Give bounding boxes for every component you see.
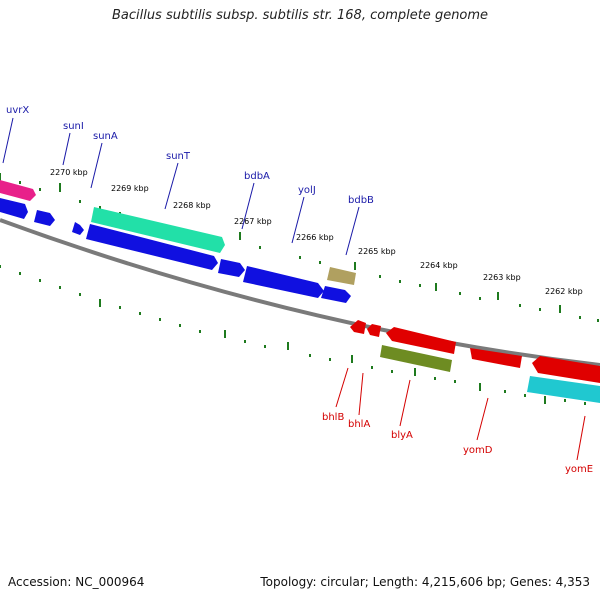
gene-red-5[interactable]: [532, 356, 600, 383]
gene-label-bhlA: bhlA: [348, 419, 370, 430]
genome-stats: Topology: circular; Length: 4,215,606 bp…: [260, 575, 590, 589]
scale-label: 2263 kbp: [483, 273, 521, 282]
gene-blue-2[interactable]: [34, 210, 55, 226]
gene-blue-5[interactable]: [218, 259, 245, 277]
tick-row-lower: [0, 265, 586, 405]
gene-blue-1[interactable]: [0, 198, 28, 219]
genome-backbone: [0, 218, 600, 367]
gene-label-bhlB: bhlB: [322, 412, 344, 423]
gene-label-blyA: blyA: [391, 430, 413, 441]
gene-red-4[interactable]: [470, 348, 522, 368]
gene-red-1[interactable]: [350, 320, 366, 334]
gene-uvrX[interactable]: [0, 180, 36, 201]
gene-blue-4[interactable]: [86, 224, 218, 270]
scale-label: 2262 kbp: [545, 287, 583, 296]
scale-label: 2268 kbp: [173, 201, 211, 210]
gene-olive[interactable]: [380, 345, 452, 372]
gene-label-bdbB: bdbB: [348, 195, 374, 206]
gene-label-sunA: sunA: [93, 131, 118, 142]
scale-label: 2265 kbp: [358, 247, 396, 256]
page-title: Bacillus subtilis subsp. subtilis str. 1…: [111, 8, 489, 23]
scale-label: 2269 kbp: [111, 184, 149, 193]
gene-blue-3[interactable]: [72, 222, 84, 235]
scale-label: 2267 kbp: [234, 217, 272, 226]
gene-label-bdbA: bdbA: [244, 171, 270, 182]
scale-label: 2266 kbp: [296, 233, 334, 242]
genes-blue: [0, 198, 351, 303]
gene-label-uvrX: uvrX: [6, 105, 29, 116]
gene-label-yomE: yomE: [565, 464, 593, 475]
gene-blue-7[interactable]: [321, 286, 351, 303]
gene-label-yomD: yomD: [463, 445, 493, 456]
gene-label-sunI: sunI: [63, 121, 84, 132]
gene-labels-bottom: [335, 367, 586, 461]
scale-labels: 2270 kbp 2269 kbp 2268 kbp 2267 kbp 2266…: [50, 168, 583, 296]
gene-label-sunT: sunT: [166, 151, 191, 162]
gene-label-yolJ: yolJ: [298, 185, 316, 196]
tick-row-upper: [0, 173, 599, 322]
gene-khaki[interactable]: [327, 267, 356, 285]
gene-labels-top: [2, 117, 360, 256]
genes-forward: [0, 180, 600, 403]
accession-label: Accession: NC_000964: [8, 575, 145, 589]
gene-red-2[interactable]: [367, 324, 381, 337]
scale-label: 2270 kbp: [50, 168, 88, 177]
gene-cyan[interactable]: [527, 376, 600, 403]
gene-red-3[interactable]: [386, 327, 456, 354]
gene-teal[interactable]: [91, 207, 225, 253]
genes-reverse: [350, 320, 600, 383]
scale-label: 2264 kbp: [420, 261, 458, 270]
gene-blue-6[interactable]: [243, 266, 324, 298]
